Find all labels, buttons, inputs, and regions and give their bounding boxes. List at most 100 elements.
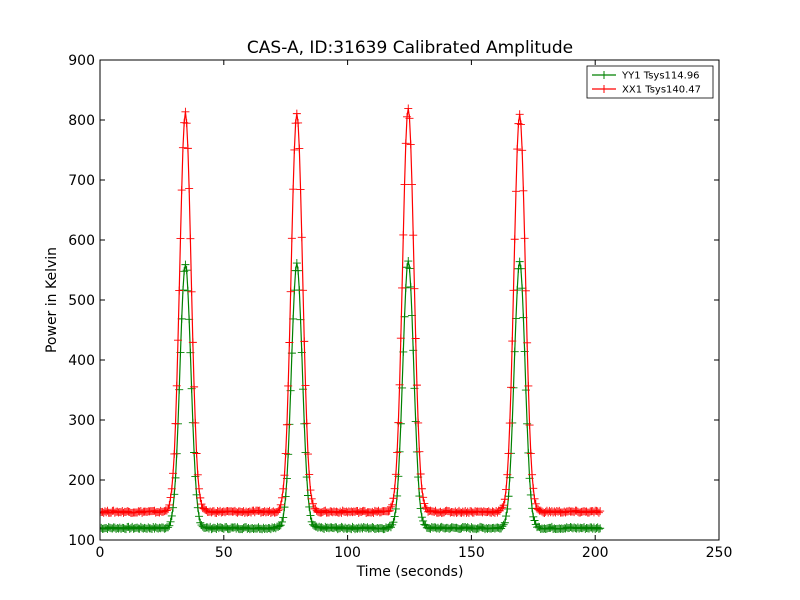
data-point bbox=[502, 485, 511, 494]
legend-label: YY1 Tsys114.96 bbox=[621, 71, 700, 82]
x-tick-label: 50 bbox=[215, 545, 233, 561]
data-point bbox=[306, 511, 315, 520]
data-point bbox=[404, 257, 413, 266]
y-tick-label: 800 bbox=[68, 113, 95, 129]
data-point bbox=[277, 517, 286, 526]
data-point bbox=[162, 506, 171, 515]
data-point bbox=[400, 180, 409, 189]
data-point bbox=[186, 234, 195, 243]
data-point bbox=[385, 506, 394, 515]
data-point bbox=[398, 283, 407, 292]
data-point bbox=[182, 266, 191, 275]
data-point bbox=[520, 234, 529, 243]
data-point bbox=[182, 119, 191, 128]
data-point bbox=[407, 180, 416, 189]
data-point bbox=[529, 484, 538, 493]
data-point bbox=[178, 143, 187, 152]
data-point bbox=[391, 504, 400, 513]
data-point bbox=[192, 449, 201, 458]
data-point bbox=[281, 492, 290, 501]
data-point bbox=[500, 495, 509, 504]
data-point bbox=[305, 470, 314, 479]
data-point bbox=[178, 286, 187, 295]
data-point bbox=[289, 185, 298, 194]
data-point bbox=[280, 471, 289, 480]
x-axis-label: Time (seconds) bbox=[356, 564, 464, 580]
data-point bbox=[183, 286, 192, 295]
data-point bbox=[386, 502, 395, 511]
data-point bbox=[181, 107, 190, 116]
data-point bbox=[185, 184, 194, 193]
data-point bbox=[594, 525, 603, 534]
data-point bbox=[305, 502, 314, 511]
data-point bbox=[405, 264, 414, 273]
data-point bbox=[276, 521, 285, 530]
x-tick-label: 100 bbox=[334, 545, 361, 561]
data-point bbox=[308, 499, 317, 508]
data-point bbox=[284, 381, 293, 390]
y-tick-label: 100 bbox=[68, 533, 95, 549]
data-point bbox=[405, 114, 414, 123]
data-point bbox=[301, 381, 310, 390]
data-point bbox=[515, 257, 524, 266]
data-point bbox=[417, 513, 426, 522]
data-point bbox=[530, 516, 539, 525]
data-point bbox=[399, 230, 408, 239]
data-point bbox=[290, 145, 299, 154]
data-point bbox=[596, 524, 605, 533]
data-point bbox=[171, 419, 180, 428]
data-point bbox=[167, 484, 176, 493]
data-point bbox=[170, 449, 179, 458]
legend: YY1 Tsys114.96 XX1 Tsys140.47 bbox=[586, 65, 714, 99]
data-point bbox=[183, 144, 192, 153]
data-point bbox=[416, 504, 425, 513]
y-tick-label: 300 bbox=[68, 413, 95, 429]
data-point bbox=[279, 484, 288, 493]
x-tick-label: 250 bbox=[706, 545, 733, 561]
data-point bbox=[187, 287, 196, 296]
data-point bbox=[502, 512, 511, 521]
data-point bbox=[172, 381, 181, 390]
x-tick-label: 200 bbox=[582, 545, 609, 561]
data-point bbox=[499, 501, 508, 510]
data-point bbox=[196, 493, 205, 502]
data-point bbox=[195, 512, 204, 521]
data-point bbox=[299, 286, 308, 295]
data-point bbox=[503, 470, 512, 479]
data-point bbox=[390, 512, 399, 521]
legend-label: XX1 Tsys140.47 bbox=[622, 85, 701, 96]
data-point bbox=[173, 336, 182, 345]
data-point bbox=[302, 419, 311, 428]
data-point bbox=[300, 337, 309, 346]
data-point bbox=[292, 109, 301, 118]
legend-entry: YY1 Tsys114.96 bbox=[592, 71, 700, 82]
data-point bbox=[388, 500, 397, 509]
data-point bbox=[306, 486, 315, 495]
data-point bbox=[518, 146, 527, 155]
data-point bbox=[415, 447, 424, 456]
data-point bbox=[195, 484, 204, 493]
data-point bbox=[391, 470, 400, 479]
data-point bbox=[510, 235, 519, 244]
data-point bbox=[594, 508, 603, 517]
data-point bbox=[276, 500, 285, 509]
data-point bbox=[282, 420, 291, 429]
series-group bbox=[100, 104, 605, 534]
data-point bbox=[389, 494, 398, 503]
data-point bbox=[297, 233, 306, 242]
data-point bbox=[181, 260, 190, 269]
x-tick-label: 150 bbox=[458, 545, 485, 561]
data-point bbox=[193, 470, 202, 479]
data-point bbox=[421, 503, 430, 512]
data-point bbox=[190, 382, 199, 391]
y-tick-label: 700 bbox=[68, 173, 95, 189]
y-tick-label: 600 bbox=[68, 233, 95, 249]
data-point bbox=[389, 518, 398, 527]
data-point bbox=[412, 381, 421, 390]
data-point bbox=[406, 282, 415, 291]
data-point bbox=[166, 517, 175, 526]
data-point bbox=[165, 521, 174, 530]
data-point bbox=[509, 286, 518, 295]
data-point bbox=[521, 286, 530, 295]
